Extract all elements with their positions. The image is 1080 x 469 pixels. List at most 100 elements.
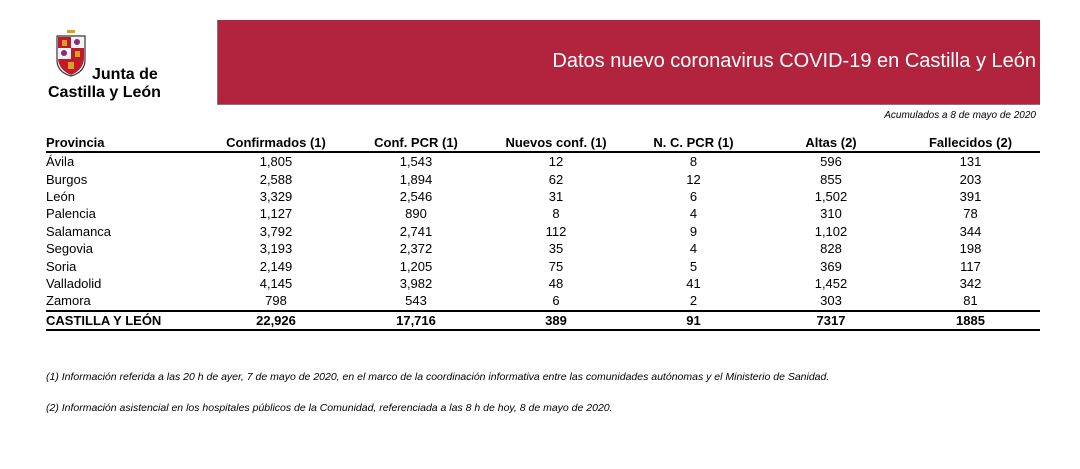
value-cell: 3,193: [259, 241, 293, 257]
total-row: CASTILLA Y LEÓN 22,926 17,716 389 91 7317 1885: [46, 309, 1040, 331]
total-label-cell: CASTILLA Y LEÓN: [46, 309, 206, 331]
coat-of-arms-icon: [56, 30, 86, 77]
table-row: Salamanca 3,792 2,741 112 9 1,102 344: [46, 223, 1040, 240]
value-cell: 344: [959, 223, 982, 239]
column-header: Nuevos conf. (1): [486, 133, 626, 153]
value-cell: 48: [548, 275, 564, 291]
logo-text-line1: Junta de: [92, 66, 158, 83]
total-value-cell: 7317: [761, 309, 901, 331]
value-cell: 198: [959, 241, 982, 257]
value-cell: 6: [552, 293, 560, 309]
value-cell: 8: [552, 206, 560, 222]
value-cell: 4,145: [259, 275, 293, 291]
value-cell: 1,805: [259, 154, 293, 170]
value-cell: 1,205: [399, 258, 433, 274]
value-cell: 1,543: [399, 154, 433, 170]
value-cell: 342: [959, 275, 982, 291]
province-cell: Soria: [46, 258, 77, 274]
value-cell: 31: [548, 188, 564, 204]
value-cell: 203: [959, 171, 982, 187]
table-body: Ávila 1,805 1,543 12 8 596 131 Burgos 2,588 1,894…: [46, 152, 1040, 331]
value-cell: 131: [959, 154, 982, 170]
province-cell: Ávila: [46, 154, 75, 170]
table-row: Segovia 3,193 2,372 35 4 828 198: [46, 240, 1040, 257]
province-cell: Palencia: [46, 206, 96, 222]
value-cell: 5: [689, 258, 698, 274]
page-title: Datos nuevo coronavirus COVID-19 en Cast…: [552, 50, 1036, 72]
value-cell: 798: [265, 293, 287, 309]
value-cell: 3,792: [259, 223, 293, 239]
table-row: León 3,329 2,546 31 6 1,502 391: [46, 188, 1040, 205]
footnote-2: (2) Información asistencial en los hospi…: [46, 402, 613, 414]
value-cell: 78: [963, 206, 978, 222]
column-header: Provincia: [46, 133, 206, 153]
value-cell: 81: [963, 293, 978, 309]
table-row: Valladolid 4,145 3,982 48 41 1,452 342: [46, 275, 1040, 292]
value-cell: 855: [820, 171, 842, 187]
value-cell: 1,102: [814, 223, 848, 239]
table-row: Soria 2,149 1,205 75 5 369 117: [46, 257, 1040, 274]
table-row: Burgos 2,588 1,894 62 12 855 203: [46, 170, 1040, 187]
value-cell: 4: [689, 206, 698, 222]
value-cell: 828: [820, 241, 842, 257]
value-cell: 2,149: [259, 258, 293, 274]
province-cell: Zamora: [46, 293, 91, 309]
value-cell: 369: [820, 258, 842, 274]
province-cell: Burgos: [46, 171, 88, 187]
value-cell: 2,741: [399, 223, 433, 239]
column-header: Altas (2): [761, 133, 901, 153]
value-cell: 596: [820, 154, 842, 170]
value-cell: 543: [405, 293, 427, 309]
value-cell: 8: [689, 154, 698, 170]
value-cell: 12: [548, 154, 564, 170]
covid-data-table: Provincia Confirmados (1) Conf. PCR (1) Nue…: [46, 133, 1040, 331]
value-cell: 112: [545, 223, 567, 239]
value-cell: 4: [689, 241, 698, 257]
value-cell: 62: [548, 171, 564, 187]
total-value-cell: 1885: [901, 309, 1040, 331]
table-row: Zamora 798 543 6 2 303 81: [46, 292, 1040, 310]
column-header: Conf. PCR (1): [346, 133, 486, 153]
column-header: N. C. PCR (1): [626, 133, 761, 153]
total-value-cell: 17,716: [346, 309, 486, 331]
table-header-row: Provincia Confirmados (1) Conf. PCR (1) Nue…: [46, 133, 1040, 153]
value-cell: 2,588: [259, 171, 293, 187]
value-cell: 35: [548, 241, 564, 257]
total-value-cell: 389: [486, 309, 626, 331]
province-cell: León: [46, 188, 75, 204]
junta-logo: Junta de Castilla y León: [40, 28, 190, 106]
logo-text-line2: Castilla y León: [48, 84, 161, 101]
value-cell: 1,127: [259, 206, 293, 222]
value-cell: 2: [689, 293, 698, 309]
column-header: Confirmados (1): [206, 133, 346, 153]
accumulated-date-label: Acumulados a 8 de mayo de 2020: [884, 110, 1036, 121]
header-banner: Datos nuevo coronavirus COVID-19 en Cast…: [217, 20, 1040, 104]
value-cell: 3,329: [259, 188, 293, 204]
value-cell: 41: [686, 275, 701, 291]
value-cell: 3,982: [399, 275, 433, 291]
value-cell: 303: [820, 293, 842, 309]
value-cell: 310: [820, 206, 842, 222]
province-cell: Segovia: [46, 241, 93, 257]
value-cell: 9: [689, 223, 698, 239]
table-row: Palencia 1,127 890 8 4 310 78: [46, 205, 1040, 222]
value-cell: 2,546: [399, 188, 433, 204]
header-divider: [217, 104, 1040, 105]
total-value-cell: 22,926: [206, 309, 346, 331]
total-value-cell: 91: [626, 309, 761, 331]
value-cell: 117: [960, 258, 981, 274]
value-cell: 1,452: [814, 275, 848, 291]
table-row: Ávila 1,805 1,543 12 8 596 131: [46, 152, 1040, 170]
value-cell: 391: [959, 188, 982, 204]
value-cell: 890: [405, 206, 427, 222]
value-cell: 12: [686, 171, 701, 187]
value-cell: 75: [548, 258, 564, 274]
value-cell: 2,372: [399, 241, 433, 257]
column-header: Fallecidos (2): [901, 133, 1040, 153]
province-cell: Salamanca: [46, 223, 112, 239]
footnote-1: (1) Información referida a las 20 h de a…: [46, 371, 830, 383]
value-cell: 6: [689, 188, 698, 204]
value-cell: 1,894: [399, 171, 433, 187]
value-cell: 1,502: [814, 188, 848, 204]
province-cell: Valladolid: [46, 275, 102, 291]
